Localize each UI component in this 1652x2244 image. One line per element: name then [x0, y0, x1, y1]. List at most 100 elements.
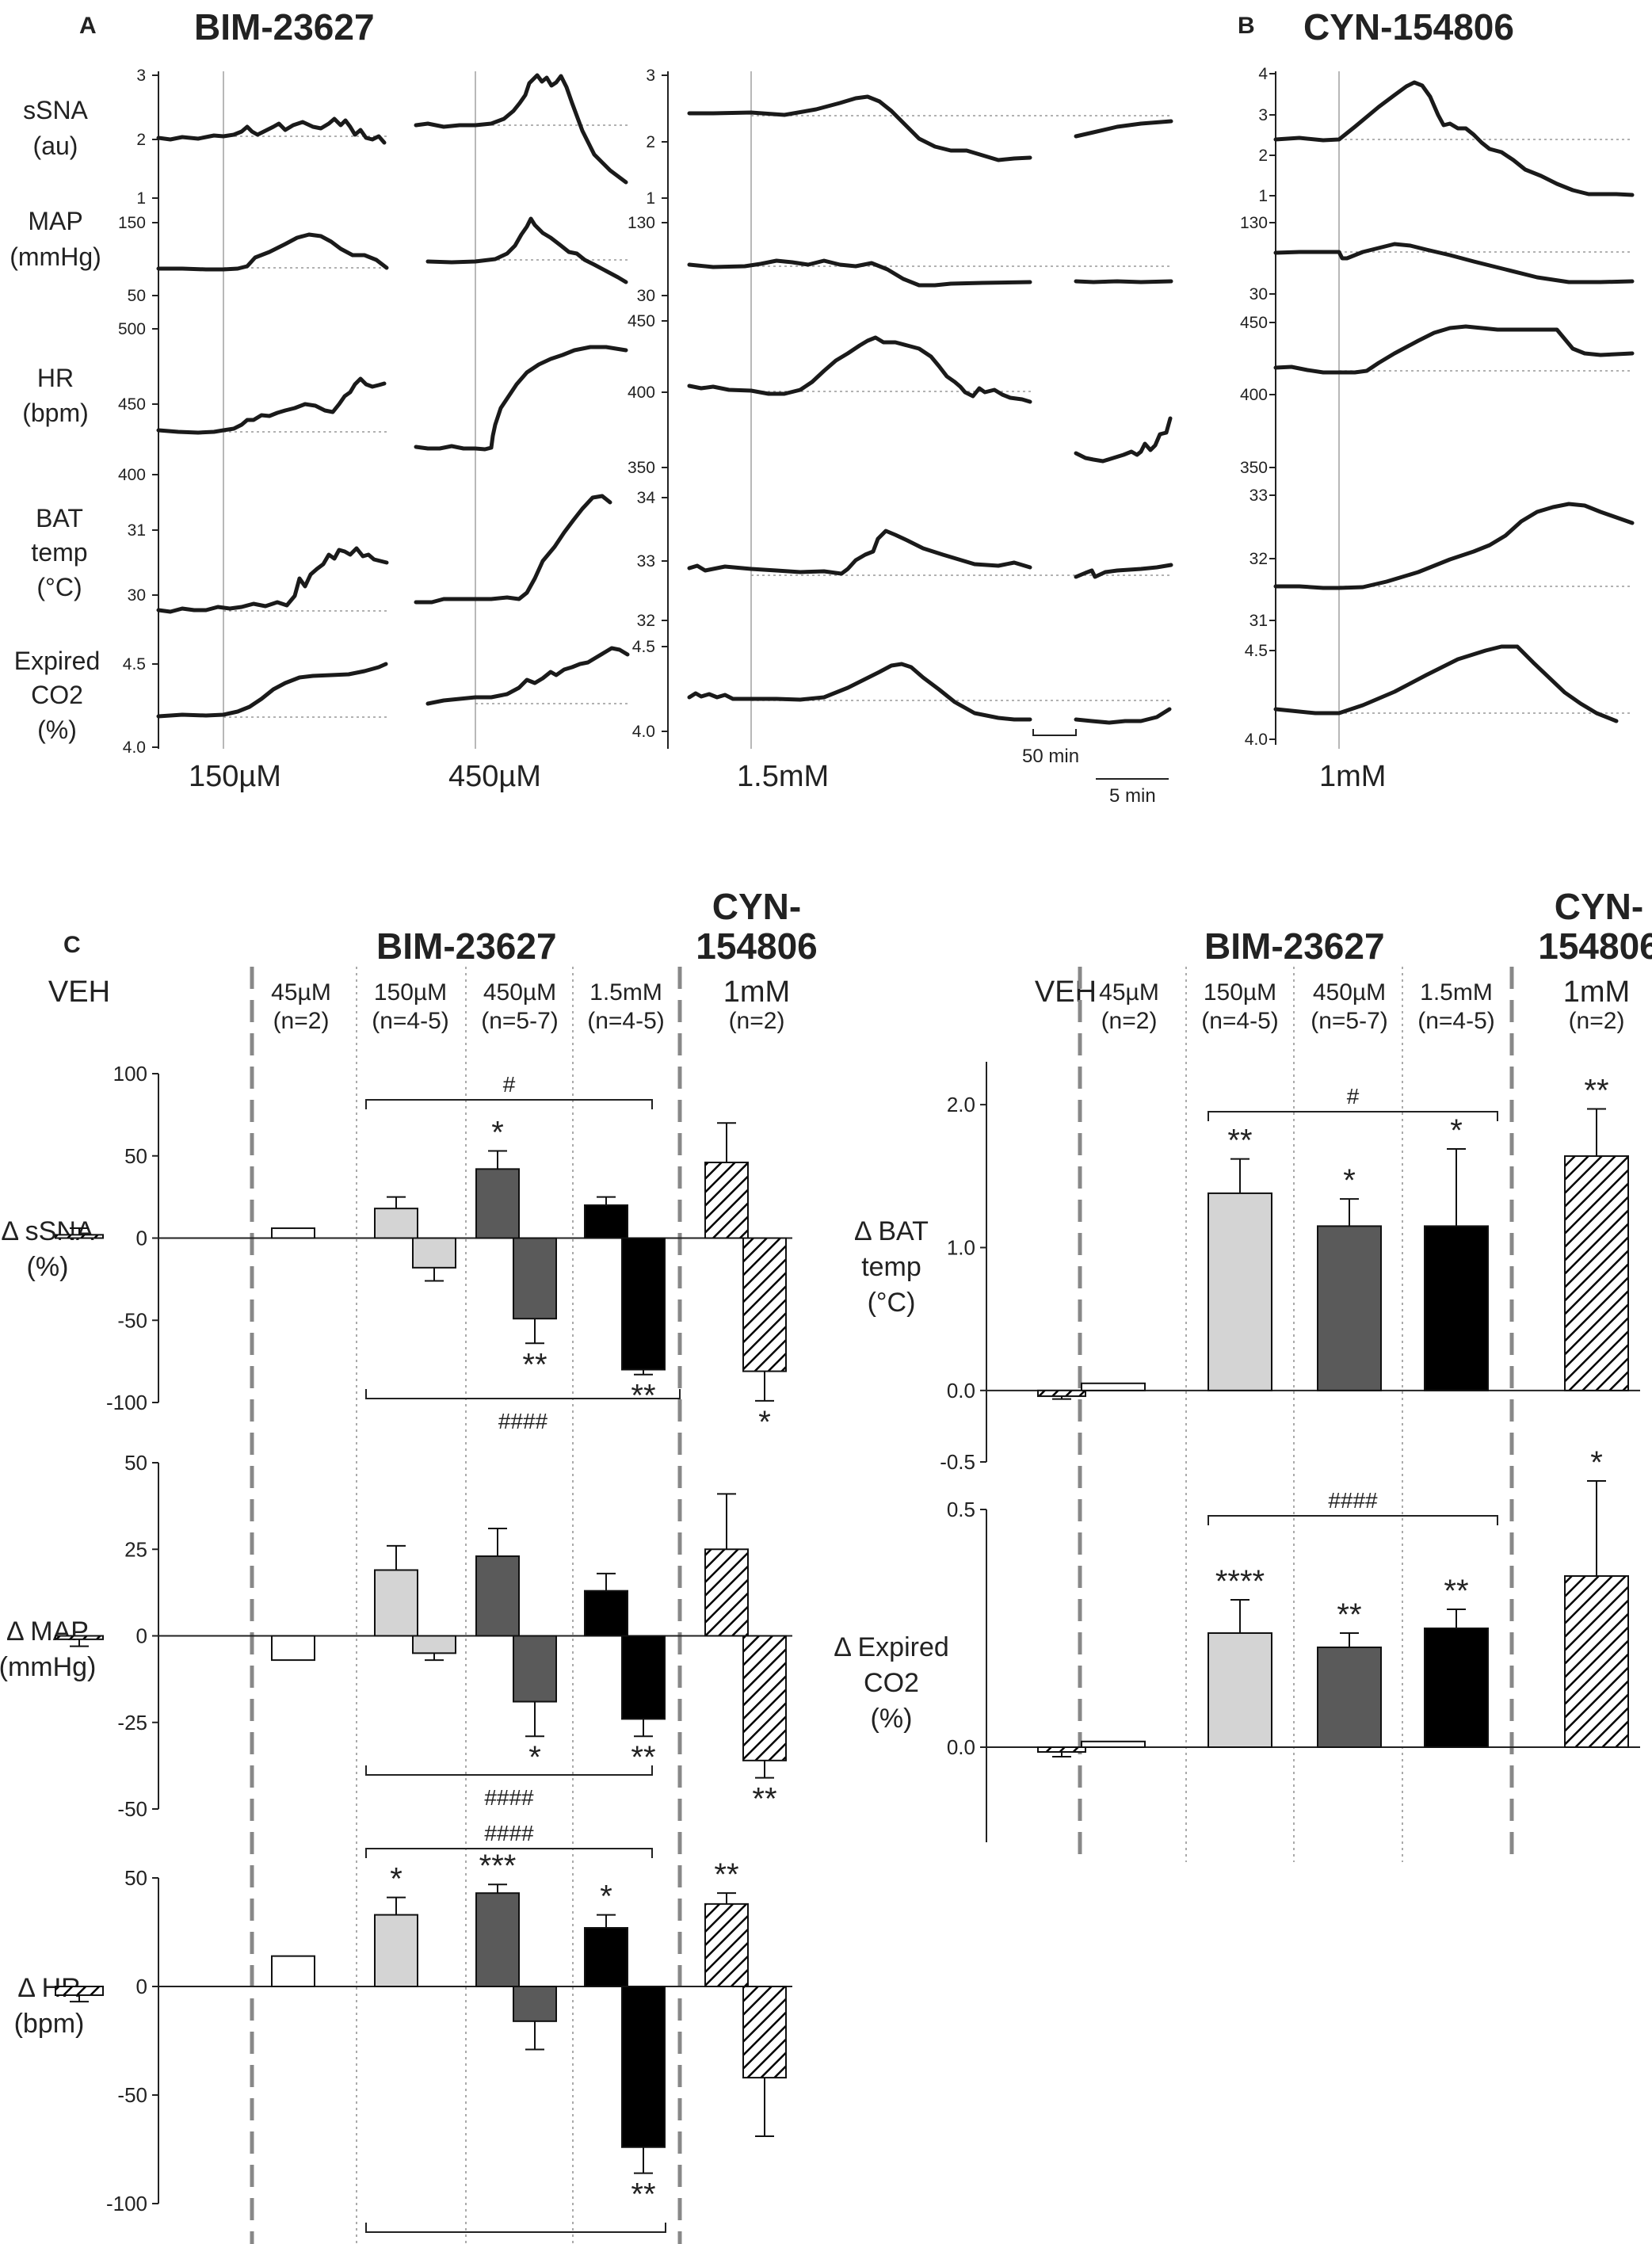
svg-text:400: 400 — [1240, 386, 1268, 404]
hdr-45: 45µM — [271, 979, 331, 1006]
y-tick-label: -100 — [106, 1391, 147, 1414]
dose-150: 150µM — [189, 760, 281, 793]
c-dashed-left — [250, 967, 682, 2244]
svg-text:150: 150 — [118, 214, 146, 232]
bar — [271, 1955, 315, 1987]
bar — [55, 1234, 104, 1239]
significance-mark: ** — [631, 2177, 655, 2212]
significance-mark: ** — [1584, 1074, 1608, 1109]
bracket-label: # — [503, 1072, 516, 1097]
svg-text:3: 3 — [136, 67, 146, 85]
c-ylabels: Δ sSNA (%) Δ MAP (mmHg) Δ HR (bpm) Δ BAT… — [0, 1216, 949, 2039]
svg-text:2: 2 — [646, 133, 655, 151]
significance-mark: **** — [1215, 1564, 1265, 1599]
trace-hr-1500b — [1074, 416, 1173, 464]
y-tick-label: 50 — [124, 1144, 147, 1168]
trace-co2-150 — [156, 662, 388, 719]
svg-text:450: 450 — [628, 312, 655, 330]
panel-label-c: C — [63, 932, 81, 958]
tickmarks-b — [1269, 73, 1276, 740]
hdr-r-1500: 1.5mM — [1420, 979, 1493, 1006]
svg-text:2: 2 — [136, 131, 146, 149]
bar — [55, 1635, 104, 1640]
bar — [742, 1635, 787, 1761]
svg-text:4: 4 — [1258, 65, 1268, 83]
svg-text:4.5: 4.5 — [1245, 642, 1268, 660]
significance-mark: ** — [1227, 1124, 1252, 1158]
hdr-450-n: (n=5-7) — [481, 1008, 559, 1034]
bar — [475, 1168, 520, 1239]
svg-text:33: 33 — [637, 552, 655, 571]
trace-ssna-1500b — [1074, 119, 1173, 139]
title-bim-a: BIM-23627 — [194, 6, 375, 48]
row-bat-3: (°C) — [36, 573, 82, 601]
svg-text:500: 500 — [118, 320, 146, 338]
svg-text:2: 2 — [1258, 147, 1268, 165]
svg-text:34: 34 — [637, 489, 656, 507]
bar — [412, 1237, 456, 1269]
y-tick-label: 0.0 — [947, 1735, 975, 1759]
trace-map-1500 — [687, 258, 1032, 288]
row-map-1: MAP — [28, 207, 82, 235]
bar — [513, 1986, 557, 2022]
bar — [1564, 1155, 1629, 1391]
bar — [374, 1208, 418, 1239]
y-tick-label: 50 — [124, 1866, 147, 1890]
svg-text:1: 1 — [1258, 187, 1268, 205]
significance-mark: * — [491, 1116, 504, 1151]
svg-text:Δ sSNA: Δ sSNA — [1, 1216, 94, 1246]
bracket-label: #### — [498, 1409, 548, 1433]
bracket-label: #### — [1328, 1488, 1378, 1513]
svg-text:CO2: CO2 — [864, 1668, 919, 1698]
trace-map-450 — [425, 216, 628, 284]
significance-mark: ** — [1337, 1597, 1361, 1632]
y-tick-label: 0 — [136, 1975, 147, 1998]
bar — [1564, 1575, 1629, 1748]
trace-co2-cyn — [1273, 644, 1619, 723]
svg-text:1: 1 — [136, 189, 146, 208]
bar-chart-co2: 0.50.0*********#### — [947, 1445, 1640, 1842]
row-co2-1: Expired — [14, 647, 101, 675]
significance-bracket — [365, 1765, 653, 1776]
trace-map-cyn — [1273, 242, 1635, 284]
traces — [156, 73, 1635, 725]
hdr-r-45: 45µM — [1099, 979, 1159, 1006]
significance-bracket — [365, 2223, 666, 2233]
hdr-r-150: 150µM — [1204, 979, 1276, 1006]
bar — [621, 1986, 666, 2148]
svg-text:4.0: 4.0 — [632, 723, 655, 741]
tickmarks-a1 — [152, 74, 158, 748]
title-bim-c-right: BIM-23627 — [1204, 925, 1385, 967]
hdr-45-n: (n=2) — [273, 1008, 330, 1034]
c-headers-left: VEH 45µM (n=2) 150µM (n=4-5) 450µM (n=5-… — [48, 975, 790, 1034]
y-tick-label: -25 — [117, 1711, 147, 1735]
bar — [704, 1162, 749, 1239]
trace-co2-450 — [425, 646, 630, 706]
significance-mark: * — [1590, 1445, 1603, 1480]
y-tick-label: -50 — [117, 2083, 147, 2107]
row-ssna-2: (au) — [33, 132, 78, 160]
dose-1500: 1.5mM — [737, 760, 829, 793]
panel-label-a: A — [79, 13, 97, 39]
dose-450: 450µM — [448, 760, 541, 793]
bracket-label: #### — [484, 1785, 534, 1810]
svg-text:Δ MAP: Δ MAP — [6, 1616, 89, 1647]
bar — [513, 1635, 557, 1703]
row-bat-1: BAT — [36, 504, 83, 532]
significance-mark: ** — [714, 1857, 738, 1892]
y-tick-label: 0.5 — [947, 1498, 975, 1521]
bar — [584, 1927, 628, 1988]
title-cyn-c-right-2: 154806 — [1538, 925, 1652, 967]
svg-text:temp: temp — [861, 1252, 921, 1282]
bar — [1037, 1389, 1086, 1398]
svg-text:1: 1 — [646, 189, 655, 208]
baselines — [223, 115, 1632, 718]
svg-text:50: 50 — [128, 287, 146, 305]
significance-mark: * — [1343, 1163, 1356, 1198]
trace-hr-1500 — [687, 335, 1032, 404]
significance-mark: ** — [752, 1782, 776, 1817]
significance-bracket — [1208, 1515, 1498, 1525]
